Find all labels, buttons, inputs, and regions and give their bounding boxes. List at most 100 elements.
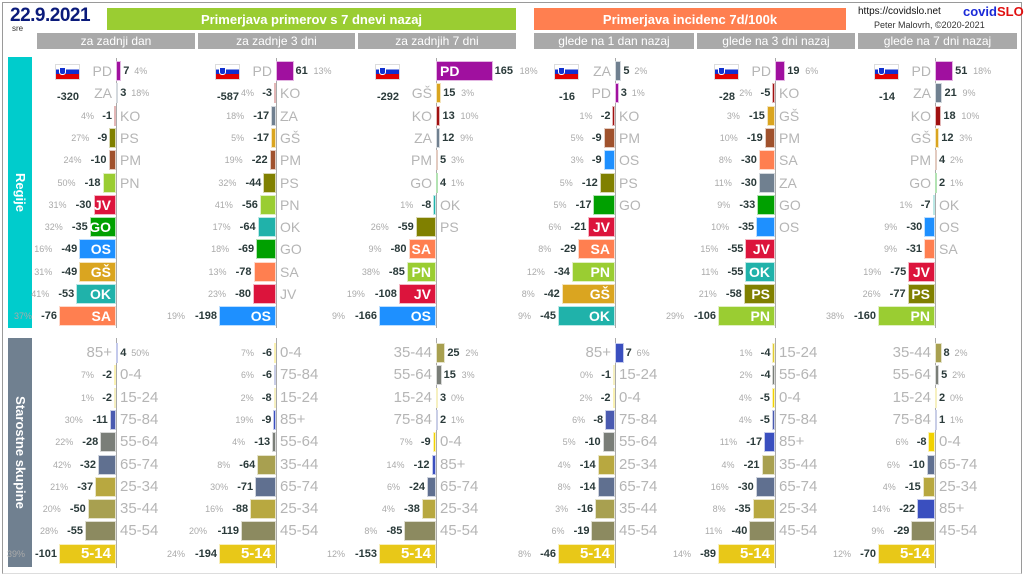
bar-label: SA — [280, 263, 299, 280]
column-header: za zadnjih 7 dni — [358, 33, 516, 49]
bar-label: PM — [779, 129, 800, 146]
age-bar — [379, 543, 436, 564]
bar-value: -2 — [102, 391, 112, 404]
bar-value: -1 — [102, 109, 112, 122]
bar-label: PN — [120, 174, 140, 191]
bar-label: 5-14 — [739, 544, 770, 562]
bar-value: -89 — [700, 547, 716, 560]
bar-percent: 6% — [636, 348, 650, 358]
bar-value: 2 — [939, 176, 946, 189]
bar-percent: 19% — [166, 311, 185, 322]
axis-line — [436, 338, 437, 568]
age-bar — [595, 499, 615, 520]
total-change: -28 — [719, 91, 735, 103]
bar-value: -75 — [890, 265, 907, 278]
bar-value: -85 — [386, 525, 403, 538]
bar-percent: 0% — [579, 370, 593, 381]
bar-label: 35-44 — [280, 455, 319, 473]
bar-value: -85 — [388, 265, 405, 278]
axis-line — [775, 58, 776, 328]
age-bar — [436, 343, 446, 363]
bar-value: 165 — [494, 65, 514, 77]
bar-label: 5-14 — [579, 544, 610, 562]
region-bar — [256, 239, 276, 260]
bar-label: 75-84 — [393, 410, 432, 428]
bar-value: -2 — [600, 391, 611, 404]
bar-value: -56 — [241, 198, 258, 211]
bar-value: -21 — [570, 221, 587, 234]
bar-percent: 39% — [6, 548, 25, 559]
bar-percent: 11% — [701, 266, 719, 277]
bar-label: GŠ — [411, 85, 432, 102]
region-bar — [436, 172, 438, 193]
bar-percent: 14% — [386, 459, 405, 470]
age-bar — [114, 387, 116, 408]
age-bar — [602, 432, 615, 453]
axis-line — [116, 338, 117, 568]
bar-percent: 6% — [551, 526, 565, 537]
bar-value: -10 — [90, 154, 107, 167]
bar-label: 55-64 — [779, 366, 818, 384]
bar-value: -19 — [573, 525, 590, 538]
bar-value: 25 — [447, 347, 460, 359]
region-bar — [923, 239, 935, 260]
bar-label: 65-74 — [939, 455, 978, 473]
age-bar — [436, 409, 438, 430]
bar-value: -55 — [727, 243, 744, 256]
bar-value: -6 — [262, 347, 272, 359]
bar-percent: 11% — [705, 526, 723, 537]
bar-label: JV — [592, 219, 610, 236]
bar-percent: 9% — [368, 244, 382, 255]
region-bar — [756, 217, 775, 238]
bar-percent: 31% — [34, 266, 53, 277]
bar-value: -14 — [579, 458, 596, 471]
bar-percent: 19% — [235, 414, 254, 425]
bar-value: -35 — [738, 221, 755, 234]
bar-value: 51 — [955, 65, 968, 77]
age-bar — [95, 476, 116, 497]
bar-percent: 2% — [950, 155, 964, 166]
bar-value: -35 — [71, 221, 88, 234]
bar-value: -64 — [239, 221, 256, 234]
region-bar — [599, 172, 615, 193]
bar-label: 35-44 — [892, 344, 931, 361]
region-bar — [718, 306, 775, 327]
bar-label: PM — [411, 152, 432, 169]
bar-value: 7 — [625, 347, 632, 359]
bar-label: OS — [250, 308, 271, 325]
bar-percent: 18% — [519, 66, 538, 76]
bar-label: 25-34 — [939, 477, 978, 495]
region-bar — [603, 127, 615, 148]
bar-label: PN — [411, 263, 431, 280]
bar-value: -6 — [262, 369, 272, 382]
bar-label: PN — [280, 196, 300, 213]
region-bar — [757, 194, 775, 215]
bar-label: 5-14 — [240, 544, 271, 562]
source-url[interactable]: https://covidslo.net — [858, 6, 941, 17]
bar-label: 15-24 — [619, 366, 658, 384]
bar-value: 5 — [440, 154, 447, 167]
bar-label: PD — [252, 63, 272, 79]
region-bar — [116, 61, 122, 81]
bar-value: -8 — [916, 436, 927, 449]
region-bar — [269, 150, 276, 171]
bar-value: -76 — [41, 310, 57, 323]
bar-percent: 10% — [961, 110, 980, 121]
bar-percent: 26% — [862, 289, 881, 299]
region-bar — [924, 217, 935, 238]
ages-section-label: Starostne skupine — [8, 338, 32, 567]
bar-value: -64 — [239, 458, 256, 471]
bar-percent: 2% — [634, 66, 648, 76]
bar-label: 85+ — [779, 433, 805, 451]
bar-value: -16 — [577, 503, 594, 516]
bar-percent: 1% — [950, 177, 964, 188]
bar-value: -80 — [390, 243, 407, 256]
axis-line — [436, 58, 437, 328]
bar-value: -29 — [560, 243, 577, 256]
bar-percent: 5% — [553, 199, 567, 210]
bar-value: -14 — [579, 480, 596, 493]
bar-label: PS — [280, 174, 299, 191]
region-bar — [116, 83, 119, 104]
bar-value: 12 — [442, 131, 455, 144]
age-bar — [615, 343, 624, 363]
